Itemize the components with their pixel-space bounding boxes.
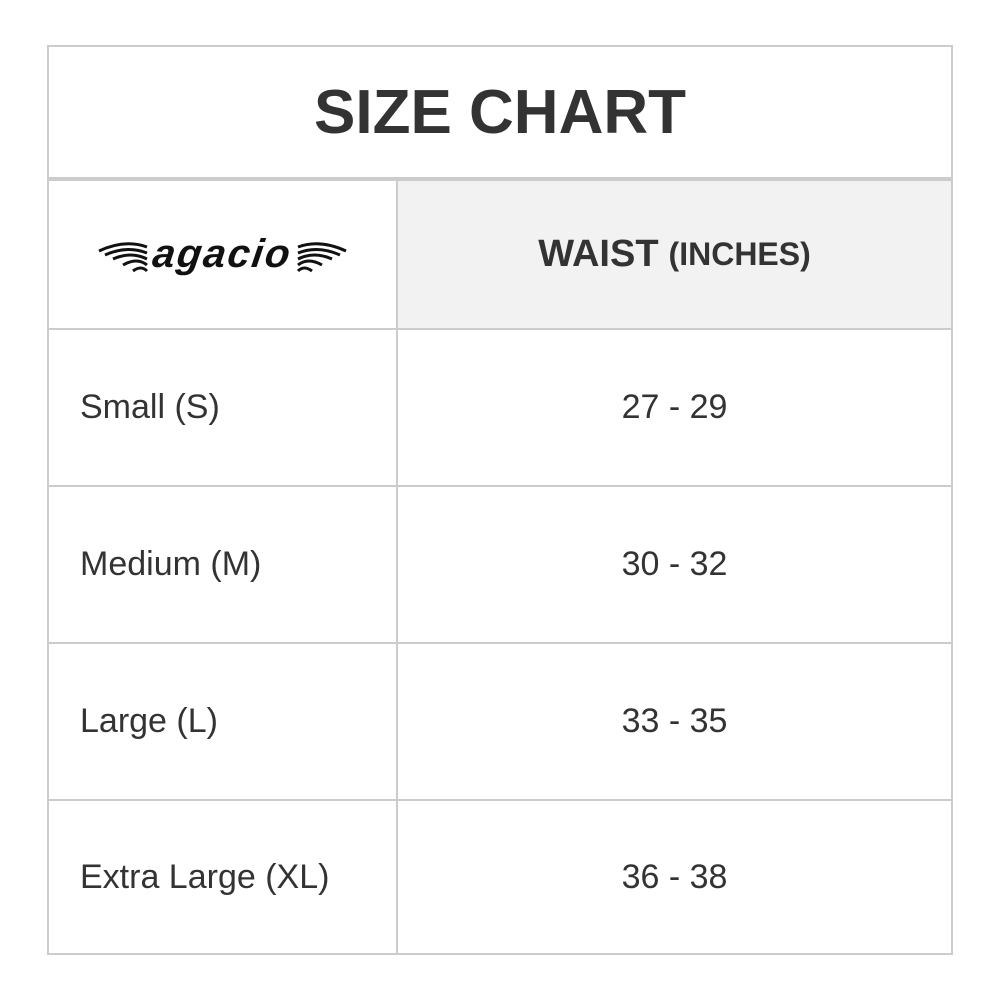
chart-title: SIZE CHART [49, 47, 951, 181]
table-row: Small (S) 27 - 29 [49, 330, 951, 487]
waist-cell: 36 - 38 [621, 857, 728, 896]
waist-cell: 30 - 32 [621, 545, 728, 583]
left-wing-icon [98, 241, 149, 272]
logo-cell: agacio [49, 181, 398, 328]
waist-header: WAIST (INCHES) [398, 181, 951, 328]
unit-label: (INCHES) [668, 236, 811, 272]
table-row: Large (L) 33 - 35 [49, 644, 951, 801]
size-cell: Medium (M) [49, 487, 398, 642]
size-cell: Extra Large (XL) [49, 801, 398, 953]
size-cell: Large (L) [49, 644, 398, 799]
table-row: Medium (M) 30 - 32 [49, 487, 951, 644]
logo-text: agacio [150, 232, 296, 276]
waist-cell: 27 - 29 [621, 388, 728, 426]
measure-label: WAIST [538, 233, 659, 275]
header-row: agacio WAIST (INCHES) [49, 181, 951, 330]
waist-cell: 33 - 35 [621, 702, 728, 740]
size-chart-table: SIZE CHART agacio WAIST (INCHES) [47, 45, 953, 955]
size-cell: Small (S) [49, 330, 398, 485]
table-row: Extra Large (XL) 36 - 38 [49, 801, 951, 953]
brand-logo: agacio [97, 232, 348, 277]
right-wing-icon [296, 241, 347, 272]
